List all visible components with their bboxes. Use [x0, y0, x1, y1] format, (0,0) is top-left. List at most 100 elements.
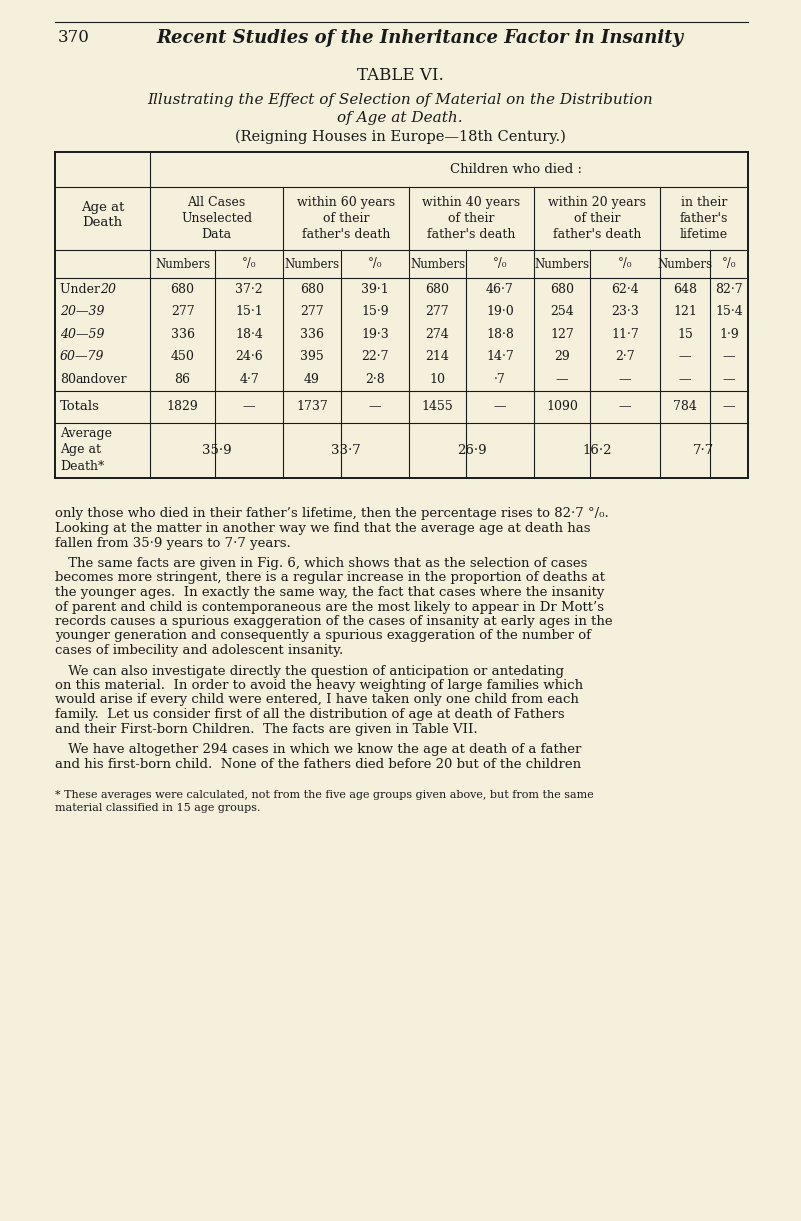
- Text: Under: Under: [60, 283, 104, 295]
- Text: °/₀: °/₀: [493, 258, 507, 271]
- Text: 86: 86: [175, 372, 191, 386]
- Text: 14·7: 14·7: [486, 350, 514, 364]
- Text: 1737: 1737: [296, 400, 328, 413]
- Text: ·7: ·7: [494, 372, 506, 386]
- Text: the younger ages.  In exactly the same way, the fact that cases where the insani: the younger ages. In exactly the same wa…: [55, 586, 605, 600]
- Text: 7·7: 7·7: [694, 443, 714, 457]
- Text: 18·8: 18·8: [486, 327, 514, 341]
- Text: 1455: 1455: [421, 400, 453, 413]
- Text: Age at
Death: Age at Death: [81, 200, 124, 230]
- Text: 11·7: 11·7: [611, 327, 639, 341]
- Text: °/₀: °/₀: [722, 258, 736, 271]
- Text: Numbers: Numbers: [658, 258, 713, 271]
- Text: 121: 121: [673, 305, 697, 319]
- Text: 20: 20: [100, 283, 116, 295]
- Text: 370: 370: [58, 29, 90, 46]
- Text: 15: 15: [677, 327, 693, 341]
- Text: The same facts are given in Fig. 6, which shows that as the selection of cases: The same facts are given in Fig. 6, whic…: [55, 557, 587, 570]
- Text: —: —: [678, 372, 691, 386]
- Text: 336: 336: [300, 327, 324, 341]
- Text: 10: 10: [429, 372, 445, 386]
- Text: —: —: [723, 400, 735, 413]
- Text: —: —: [723, 350, 735, 364]
- Text: 23·3: 23·3: [611, 305, 639, 319]
- Text: 784: 784: [673, 400, 697, 413]
- Text: —: —: [368, 400, 381, 413]
- Text: Numbers: Numbers: [410, 258, 465, 271]
- Text: becomes more stringent, there is a regular increase in the proportion of deaths : becomes more stringent, there is a regul…: [55, 571, 605, 585]
- Text: 277: 277: [300, 305, 324, 319]
- Text: 62·4: 62·4: [611, 283, 639, 295]
- Text: family.  Let us consider first of all the distribution of age at death of Father: family. Let us consider first of all the…: [55, 708, 565, 720]
- Text: °/₀: °/₀: [242, 258, 256, 271]
- Text: —: —: [618, 400, 631, 413]
- Text: —: —: [723, 372, 735, 386]
- Text: cases of imbecility and adolescent insanity.: cases of imbecility and adolescent insan…: [55, 643, 344, 657]
- Text: 680: 680: [550, 283, 574, 295]
- Text: material classified in 15 age groups.: material classified in 15 age groups.: [55, 803, 260, 813]
- Text: 680: 680: [171, 283, 195, 295]
- Text: —: —: [618, 372, 631, 386]
- Text: 277: 277: [171, 305, 195, 319]
- Text: would arise if every child were entered, I have taken only one child from each: would arise if every child were entered,…: [55, 694, 579, 707]
- Text: —: —: [556, 372, 568, 386]
- Bar: [55, 151, 748, 477]
- Text: 16·2: 16·2: [582, 443, 612, 457]
- Text: 648: 648: [673, 283, 697, 295]
- Text: Totals: Totals: [60, 400, 100, 413]
- Text: 127: 127: [550, 327, 574, 341]
- Text: * These averages were calculated, not from the five age groups given above, but : * These averages were calculated, not fr…: [55, 790, 594, 800]
- Text: 20—39: 20—39: [60, 305, 104, 319]
- Text: 37·2: 37·2: [235, 283, 263, 295]
- Text: Numbers: Numbers: [155, 258, 210, 271]
- Text: 80: 80: [60, 372, 76, 386]
- Text: younger generation and consequently a spurious exaggeration of the number of: younger generation and consequently a sp…: [55, 630, 591, 642]
- Text: 22·7: 22·7: [361, 350, 388, 364]
- Text: 19·0: 19·0: [486, 305, 514, 319]
- Text: Numbers: Numbers: [534, 258, 590, 271]
- Text: fallen from 35·9 years to 7·7 years.: fallen from 35·9 years to 7·7 years.: [55, 536, 291, 549]
- Text: 46·7: 46·7: [486, 283, 514, 295]
- Text: 15·4: 15·4: [715, 305, 743, 319]
- Text: 15·9: 15·9: [361, 305, 388, 319]
- Text: 49: 49: [304, 372, 320, 386]
- Text: 274: 274: [425, 327, 449, 341]
- Text: 33·7: 33·7: [331, 443, 361, 457]
- Text: 4·7: 4·7: [239, 372, 259, 386]
- Text: We can also investigate directly the question of anticipation or antedating: We can also investigate directly the que…: [55, 664, 564, 678]
- Text: only those who died in their father’s lifetime, then the percentage rises to 82·: only those who died in their father’s li…: [55, 508, 609, 520]
- Text: and his first-born child.  None of the fathers died before 20 but of the childre: and his first-born child. None of the fa…: [55, 757, 581, 770]
- Text: Children who died :: Children who died :: [449, 162, 582, 176]
- Text: —: —: [493, 400, 506, 413]
- Text: °/₀: °/₀: [618, 258, 632, 271]
- Text: 254: 254: [550, 305, 574, 319]
- Text: 29: 29: [554, 350, 570, 364]
- Text: in their
father's
lifetime: in their father's lifetime: [680, 197, 728, 241]
- Text: of parent and child is contemporaneous are the most likely to appear in Dr Mott’: of parent and child is contemporaneous a…: [55, 601, 604, 613]
- Text: —: —: [678, 350, 691, 364]
- Text: within 20 years
of their
father's death: within 20 years of their father's death: [548, 197, 646, 241]
- Text: 680: 680: [300, 283, 324, 295]
- Text: andover: andover: [75, 372, 127, 386]
- Text: Average
Age at
Death*: Average Age at Death*: [60, 427, 112, 473]
- Text: 277: 277: [425, 305, 449, 319]
- Text: (Reigning Houses in Europe—18th Century.): (Reigning Houses in Europe—18th Century.…: [235, 129, 566, 144]
- Text: on this material.  In order to avoid the heavy weighting of large families which: on this material. In order to avoid the …: [55, 679, 583, 692]
- Text: 82·7: 82·7: [715, 283, 743, 295]
- Text: Numbers: Numbers: [284, 258, 340, 271]
- Text: 214: 214: [425, 350, 449, 364]
- Text: 680: 680: [425, 283, 449, 295]
- Text: within 40 years
of their
father's death: within 40 years of their father's death: [422, 197, 521, 241]
- Text: 2·7: 2·7: [615, 350, 635, 364]
- Text: We have altogether 294 cases in which we know the age at death of a father: We have altogether 294 cases in which we…: [55, 744, 582, 756]
- Text: 2·8: 2·8: [365, 372, 384, 386]
- Text: 395: 395: [300, 350, 324, 364]
- Text: and their First-born Children.  The facts are given in Table VII.: and their First-born Children. The facts…: [55, 723, 477, 735]
- Text: TABLE VI.: TABLE VI.: [356, 66, 444, 83]
- Text: 24·6: 24·6: [235, 350, 263, 364]
- Text: 19·3: 19·3: [361, 327, 388, 341]
- Text: records causes a spurious exaggeration of the cases of insanity at early ages in: records causes a spurious exaggeration o…: [55, 615, 613, 628]
- Text: Illustrating the Effect of Selection of Material on the Distribution: Illustrating the Effect of Selection of …: [147, 93, 653, 107]
- Text: Recent Studies of the Inheritance Factor in Insanity: Recent Studies of the Inheritance Factor…: [156, 29, 683, 46]
- Text: —: —: [243, 400, 256, 413]
